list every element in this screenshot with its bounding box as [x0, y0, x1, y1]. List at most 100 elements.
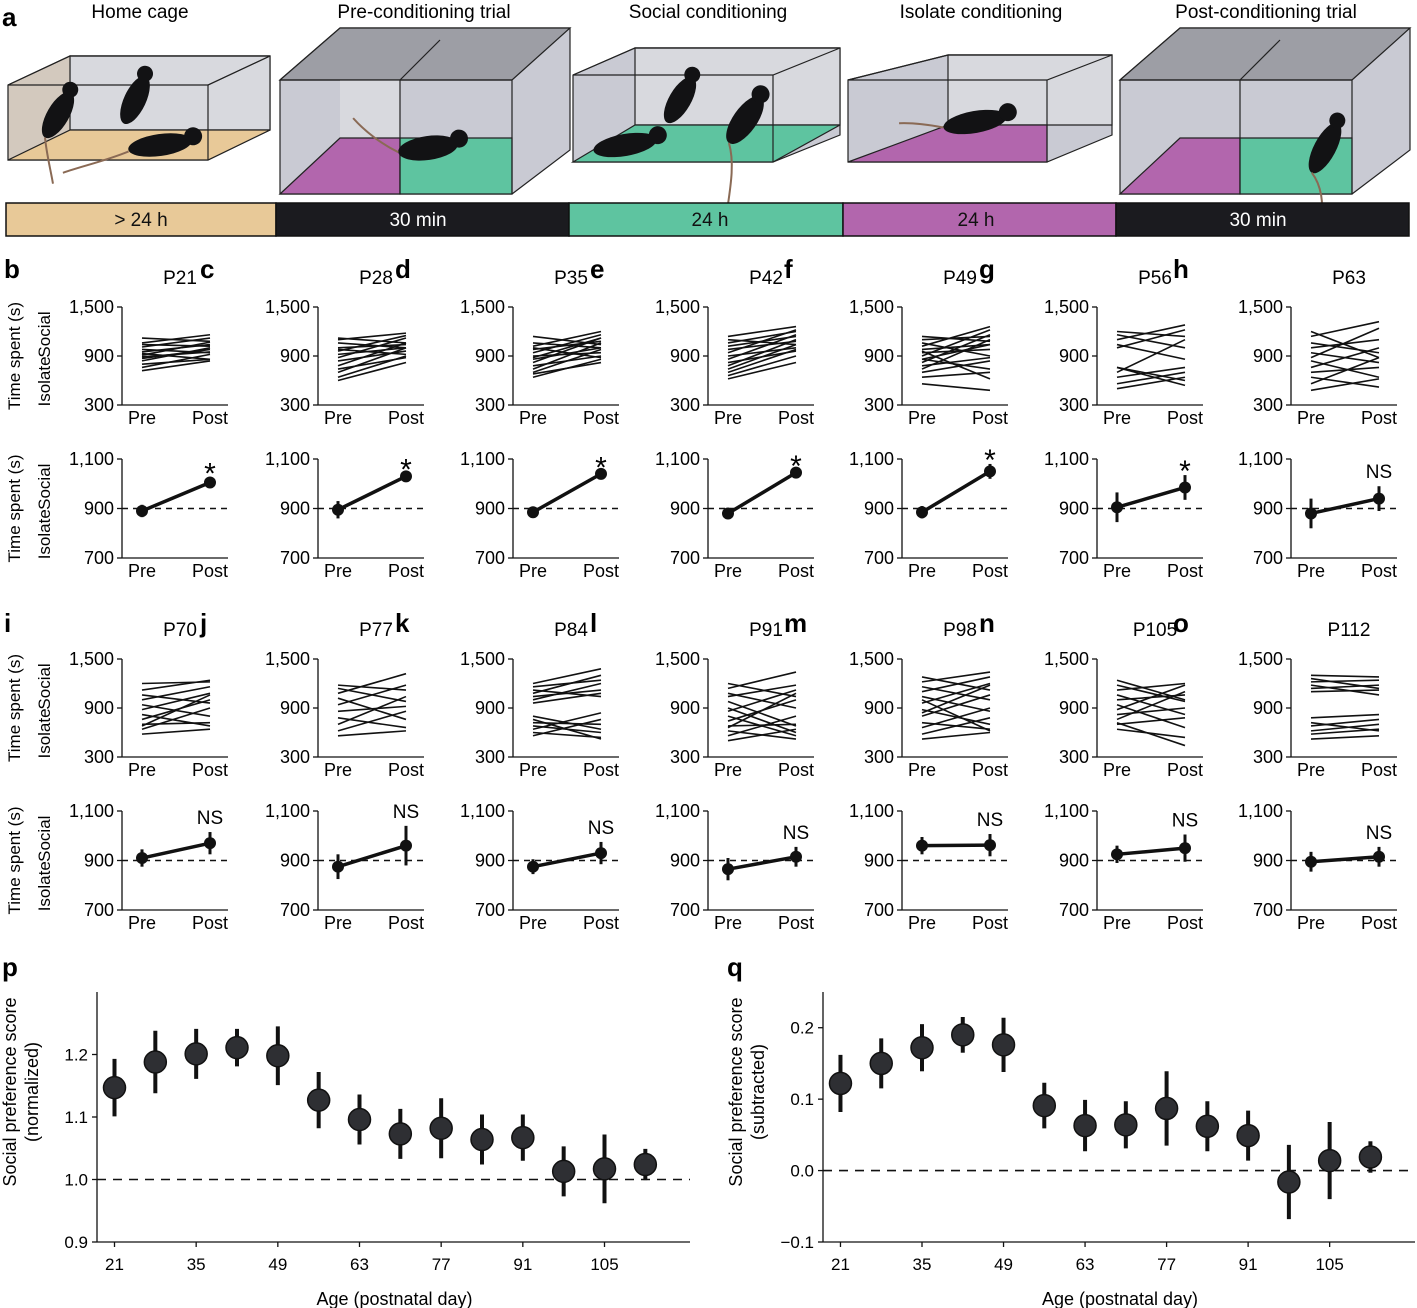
individual-line	[1116, 684, 1186, 703]
y-tick-label: 900	[864, 499, 894, 519]
x-tick-label-pre: Pre	[1103, 561, 1131, 581]
data-point	[910, 1035, 934, 1060]
x-axis-label: Age (postnatal day)	[1042, 1289, 1198, 1308]
individual-line	[141, 348, 211, 354]
individual-line	[337, 687, 407, 703]
mouse-icon	[120, 65, 154, 125]
individual-line	[921, 371, 991, 379]
individual-line	[727, 335, 797, 347]
individual-line	[1310, 330, 1380, 359]
y-tick-label: 1,100	[1238, 801, 1283, 821]
y-tick-label: 700	[1059, 900, 1089, 920]
x-tick-label-pre: Pre	[1103, 913, 1131, 933]
x-tick-label-post: Post	[583, 408, 619, 428]
y-tick-label: 900	[1253, 499, 1283, 519]
x-tick-label: 21	[831, 1255, 850, 1274]
mean-point-post	[984, 465, 996, 478]
mean-line	[337, 474, 407, 512]
individual-line	[1116, 694, 1186, 716]
y-tick-label: 1.0	[64, 1171, 88, 1190]
y-tick-label: 900	[864, 851, 894, 871]
y-axis-label: Time spent (s)	[5, 806, 24, 914]
stage-label-isolate-conditioning: Isolate conditioning	[900, 2, 1063, 23]
individual-line	[1310, 677, 1380, 690]
individual-line	[727, 700, 797, 727]
y-tick-label: 300	[84, 747, 114, 767]
panel-letter-b: b	[4, 254, 20, 284]
x-tick-label-pre: Pre	[128, 913, 156, 933]
data-point	[184, 1042, 208, 1066]
individual-line	[1310, 327, 1380, 359]
y-tick-label: 900	[670, 851, 700, 871]
y-tick-label: 700	[670, 548, 700, 568]
data-point	[511, 1125, 535, 1150]
x-tick-label-post: Post	[1167, 913, 1203, 933]
individual-line	[532, 679, 602, 688]
individual-line	[337, 342, 407, 349]
individual-line	[921, 731, 991, 740]
y-tick-label: 300	[1059, 747, 1089, 767]
individual-line	[1116, 366, 1186, 387]
mean-point-pre	[722, 507, 734, 520]
significance-marker: NS	[1366, 823, 1392, 844]
individual-line	[1116, 721, 1186, 747]
y-tick-label: 1,100	[265, 801, 310, 821]
x-tick-label-post: Post	[1361, 561, 1397, 581]
individual-line	[337, 343, 407, 349]
individual-line	[1310, 674, 1380, 678]
timeline-bar: > 24 h 30 min 24 h 24 h 30 min	[5, 202, 1410, 237]
x-tick-label-pre: Pre	[519, 408, 547, 428]
y-tick-label: 300	[864, 395, 894, 415]
y-tick-label: −0.1	[780, 1233, 814, 1252]
y-axis-label-social: Social	[35, 311, 54, 357]
data-point	[1114, 1113, 1138, 1137]
stage-label-home-cage: Home cage	[91, 2, 188, 23]
individual-line	[1310, 679, 1380, 683]
y-tick-label: 700	[864, 900, 894, 920]
timeline-segment-home-cage: > 24 h	[5, 202, 277, 237]
mean-line	[532, 851, 602, 869]
y-tick-label: 1,500	[849, 297, 894, 317]
y-tick-label: 900	[475, 346, 505, 366]
y-tick-label: 300	[670, 747, 700, 767]
individual-line	[921, 685, 991, 701]
mean-point-post	[1179, 842, 1191, 855]
y-tick-label: 0.2	[790, 1019, 814, 1038]
data-point	[143, 1050, 168, 1074]
data-point	[1073, 1113, 1097, 1138]
individual-line	[1310, 342, 1380, 354]
y-tick-label: 1,500	[1238, 297, 1283, 317]
y-axis-label-line: Social preference score	[0, 997, 20, 1186]
y-tick-label: 900	[670, 499, 700, 519]
individual-line	[337, 347, 407, 374]
x-tick-label-post: Post	[1167, 760, 1203, 780]
big-plots: p 0.9 1.0 1.1 1.2 21 35 49 63 77 91 105 Age (postnat…	[0, 952, 1415, 1308]
mean-point-pre	[136, 852, 148, 865]
x-tick-label: 91	[513, 1255, 532, 1274]
mean-point-pre	[916, 506, 928, 519]
y-axis-label-social: Social	[35, 464, 54, 510]
y-tick-label: 1,100	[460, 801, 505, 821]
mean-point-post	[400, 839, 412, 852]
y-tick-label: 1,100	[1238, 449, 1283, 469]
individual-line	[337, 361, 407, 382]
mean-point-post	[204, 476, 216, 489]
x-tick-label-pre: Pre	[908, 561, 936, 581]
x-tick-label-post: Post	[388, 913, 424, 933]
mean-point-post	[595, 467, 607, 480]
x-tick-label-pre: Pre	[324, 760, 352, 780]
x-tick-label-pre: Pre	[128, 408, 156, 428]
mean-line	[1116, 485, 1186, 509]
panel-letter-j: j	[199, 608, 207, 638]
panel-p: p 0.9 1.0 1.1 1.2 21 35 49 63 77 91 105 Age (postnat…	[0, 952, 690, 1308]
data-point	[633, 1152, 658, 1177]
mean-point-post	[1373, 492, 1385, 505]
x-tick-label-post: Post	[583, 760, 619, 780]
y-tick-label: 700	[475, 548, 505, 568]
individual-line	[532, 355, 602, 367]
individual-line	[337, 337, 407, 344]
panel-letter-d: d	[395, 254, 411, 284]
y-axis-label-line: (subtracted)	[748, 1044, 768, 1140]
